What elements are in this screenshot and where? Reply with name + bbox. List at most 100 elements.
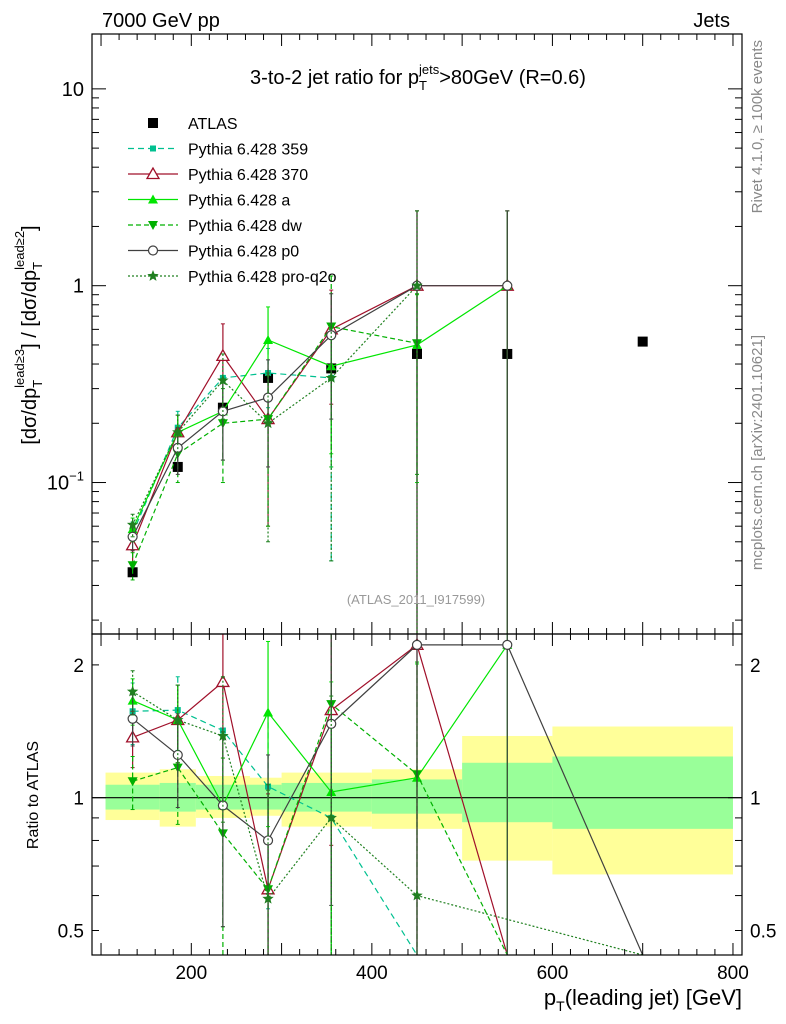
legend-item: Pythia 6.428 p0 [128, 244, 299, 261]
main-series-atlas [127, 336, 648, 578]
ratio-point-marker [217, 730, 229, 741]
y-tick-base: 10 [47, 473, 69, 495]
ratio-point-marker [325, 811, 337, 823]
legend-label: Pythia 6.428 370 [188, 167, 308, 184]
ratio-y-tick-label: 0.5 [58, 922, 84, 943]
main-series-line [132, 285, 418, 526]
main-point-marker [172, 426, 184, 438]
main-series-line [132, 285, 508, 530]
main-point-marker [262, 417, 274, 429]
legend-label: Pythia 6.428 a [188, 193, 290, 210]
legend-label: Pythia 6.428 359 [188, 142, 308, 159]
ratio-y-tick-label: 2 [73, 656, 84, 677]
header-energy-label: 7000 GeV pp [102, 10, 220, 32]
main-series-line [132, 325, 418, 566]
ratio-series-line [132, 644, 644, 956]
chart-title: 3-to-2 jet ratio for pTjets>80GeV (R=0.6… [250, 62, 586, 93]
legend-label: ATLAS [188, 116, 238, 133]
legend-marker [147, 245, 159, 256]
y-tick-label: 1 [73, 276, 84, 298]
analysis-watermark: (ATLAS_2011_I917599) [347, 592, 485, 607]
title-sub: T [419, 78, 427, 93]
ylabel-a-sup: lead≥3 [12, 349, 27, 388]
mcplots-label: mcplots.cern.ch [arXiv:2401.10621] [749, 335, 766, 570]
main-point-marker [502, 280, 513, 291]
legend-item: Pythia 6.428 370 [128, 166, 308, 184]
ylabel-b-sup: lead≥2 [12, 231, 27, 270]
legend-item: ATLAS [148, 116, 238, 133]
legend-label: Pythia 6.428 pro-q2o [188, 269, 337, 286]
ratio-series-pythia-6-428-pro-q2o [126, 670, 643, 956]
legend-label: Pythia 6.428 p0 [188, 244, 299, 261]
ratio-series-line [132, 709, 418, 956]
legend-marker [147, 270, 159, 281]
main-series-line [132, 285, 508, 538]
legend-item: Pythia 6.428 359 [128, 142, 308, 159]
main-series-layer [125, 210, 648, 634]
ratio-series-layer [125, 634, 644, 956]
main-series-pythia-6-428-359 [129, 323, 335, 562]
legend-marker [145, 166, 161, 180]
x-tick-label: 800 [717, 963, 749, 984]
ratio-band-green [552, 756, 733, 829]
ratio-y-axis-label: Ratio to ATLAS [25, 741, 42, 849]
ratio-point-marker [262, 892, 274, 904]
ratio-frame [91, 633, 743, 956]
legend: ATLAS Pythia 6.428 359 Pythia 6.428 370 Pyt… [128, 116, 337, 286]
main-point-marker [325, 371, 337, 383]
rivet-label: Rivet 4.1.0, ≥ 100k events [749, 40, 766, 213]
main-point-marker [126, 518, 139, 530]
header-process-label: Jets [693, 10, 730, 32]
main-point-marker [411, 279, 423, 291]
ratio-point-marker [411, 639, 423, 651]
xlabel-rest: (leading jet) [GeV] [565, 985, 742, 1010]
title-suffix: >80GeV (R=0.6) [439, 67, 586, 89]
ratio-point-marker [263, 707, 274, 717]
ratio-y-tick-label-right: 1 [750, 789, 761, 810]
xlabel-a-sub: T [556, 998, 565, 1014]
legend-marker [148, 118, 158, 128]
legend-item: Pythia 6.428 pro-q2o [128, 269, 337, 286]
ylabel-a-sub: T [30, 380, 45, 388]
ylabel-b-sub: T [30, 262, 45, 270]
atlas-data-point [637, 336, 648, 347]
title-sup: jets [418, 62, 440, 77]
ratio-y-tick-label: 1 [73, 789, 84, 810]
legend-marker [148, 194, 158, 204]
ylabel-a: [dσ/dp [19, 388, 41, 445]
main-point-marker [326, 330, 337, 341]
main-series-pythia-6-428-pro-q2o [126, 210, 423, 634]
ratio-point-marker [126, 685, 139, 697]
x-tick-label: 600 [537, 963, 569, 984]
x-tick-label: 200 [175, 963, 207, 984]
y-tick-label: 10−1 [47, 469, 84, 495]
y-tick-label: 10 [62, 79, 84, 101]
legend-label: Pythia 6.428 dw [188, 218, 302, 235]
y-tick-exp: −1 [69, 469, 84, 484]
legend-item: Pythia 6.428 a [128, 193, 290, 210]
title-prefix: 3-to-2 jet ratio for p [250, 67, 419, 89]
main-y-axis-label: [dσ/dpTlead≥3] / [dσ/dpTlead≥2] [12, 225, 45, 444]
main-point-marker [217, 374, 229, 386]
ratio-y-tick-label-right: 0.5 [750, 922, 776, 943]
legend-item: Pythia 6.428 dw [128, 218, 302, 235]
ratio-point-marker [411, 889, 423, 901]
legend-marker [150, 145, 156, 152]
main-point-marker [263, 334, 274, 344]
main-point-marker [127, 561, 138, 571]
ylabel-mid: ] / [dσ/dp [19, 270, 41, 349]
x-axis-label: pT(leading jet) [GeV] [544, 985, 742, 1014]
ratio-y-tick-label-right: 2 [750, 656, 761, 677]
legend-marker [148, 221, 158, 230]
ratio-point-marker [127, 777, 138, 787]
ylabel-end: ] [19, 225, 41, 231]
x-tick-label: 400 [356, 963, 388, 984]
ratio-point-marker [127, 713, 138, 724]
xlabel-a: p [544, 985, 556, 1010]
ratio-point-marker [172, 714, 184, 725]
